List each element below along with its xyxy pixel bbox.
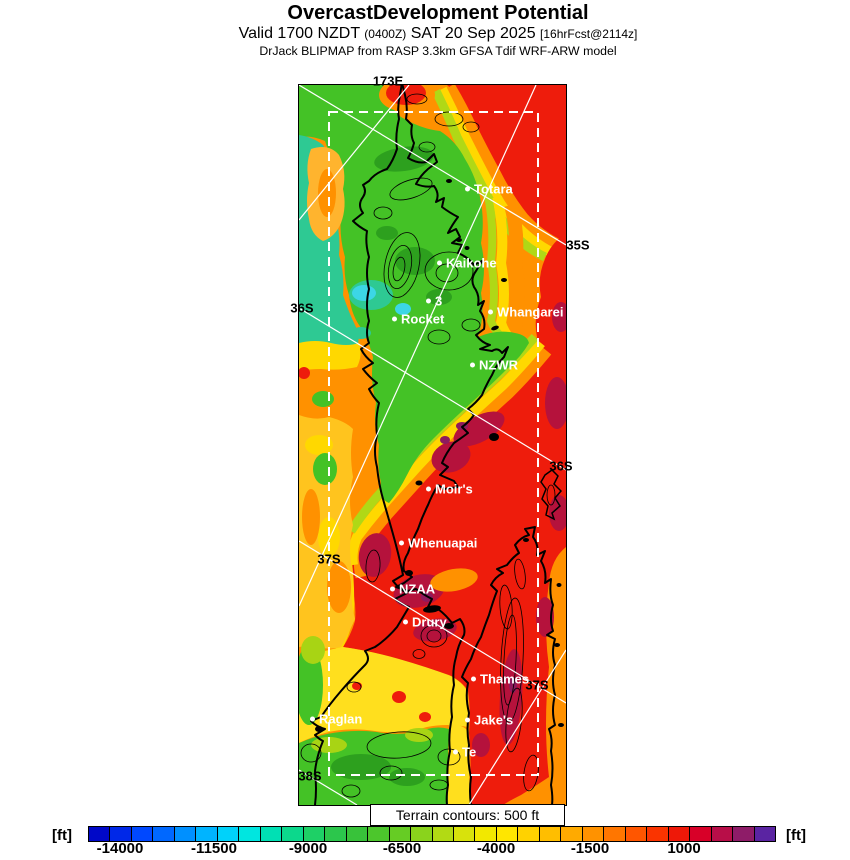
colorbar-cell-15 [411, 827, 433, 841]
colorbar-cell-5 [196, 827, 218, 841]
colorbar-cell-3 [153, 827, 175, 841]
colorbar-cell-4 [174, 827, 197, 841]
colorbar-cell-22 [561, 827, 583, 841]
colorbar-cell-10 [303, 827, 326, 841]
graticule-label: 36S [290, 300, 314, 316]
valid-prefix: Valid 1700 NZDT [238, 25, 365, 42]
colorbar-cell-2 [131, 827, 154, 841]
colorbar-tick: -1500 [570, 840, 610, 857]
page-title: OvercastDevelopment Potential [287, 2, 589, 24]
colorbar-cell-7 [239, 827, 261, 841]
colorbar-cell-12 [346, 827, 369, 841]
colorbar-cell-9 [282, 827, 304, 841]
colorbar-tick: -9000 [288, 840, 328, 857]
colorbar-cell-29 [711, 827, 734, 841]
graticule-label: 35S [566, 237, 590, 253]
colorbar-cell-20 [518, 827, 540, 841]
colorbar-tick: -4000 [476, 840, 516, 857]
colorbar-cell-11 [325, 827, 347, 841]
colorbar-cell-23 [582, 827, 605, 841]
graticule-label: 37S [525, 677, 549, 693]
colorbar-tick: -6500 [382, 840, 422, 857]
graticule-label: 173E [372, 73, 404, 89]
forecast-map: Totara Kaikohe 3 Rocket Whangarei NZWR Moir's W… [290, 74, 590, 806]
valid-zulu: (0400Z) [364, 27, 407, 41]
header: OvercastDevelopment Potential Valid 1700… [13, 2, 850, 59]
colorbar-cell-16 [432, 827, 454, 841]
colorbar-cell-17 [453, 827, 476, 841]
graticule-label: 36S [549, 458, 573, 474]
terrain-contours-note: Terrain contours: 500 ft [370, 804, 565, 826]
colorbar-cell-8 [260, 827, 283, 841]
colorbar-cell-26 [647, 827, 669, 841]
graticule-label: 37S [317, 551, 341, 567]
colorbar-cell-14 [389, 827, 412, 841]
colorbar-cell-27 [668, 827, 691, 841]
colorbar-tick: 1000 [667, 840, 701, 857]
colorbar-cell-28 [690, 827, 712, 841]
colorbar-tick: -11500 [191, 840, 237, 857]
colorbar-unit-right: [ft] [786, 827, 806, 844]
colorbar-tick: -14000 [96, 840, 144, 857]
colorbar-cell-13 [368, 827, 390, 841]
valid-date: SAT 20 Sep 2025 [406, 25, 541, 42]
colorbar-cell-18 [475, 827, 497, 841]
colorbar-cell-30 [733, 827, 755, 841]
valid-fcst: [16hrFcst@2114z] [540, 27, 638, 41]
valid-time-line: Valid 1700 NZDT (0400Z) SAT 20 Sep 2025 … [13, 24, 850, 44]
forecast-field-svg [299, 85, 566, 805]
colorbar [88, 826, 776, 842]
colorbar-cell-25 [625, 827, 648, 841]
colorbar-cell-1 [110, 827, 132, 841]
colorbar-cell-0 [89, 827, 111, 841]
colorbar-cell-21 [539, 827, 562, 841]
colorbar-unit-left: [ft] [52, 827, 72, 844]
colorbar-cell-6 [217, 827, 240, 841]
colorbar-cell-31 [754, 827, 775, 841]
graticule-label: 38S [298, 768, 322, 784]
colorbar-cell-19 [496, 827, 519, 841]
colorbar-cell-24 [604, 827, 626, 841]
model-line: DrJack BLIPMAP from RASP 3.3km GFSA Tdif… [259, 44, 617, 58]
